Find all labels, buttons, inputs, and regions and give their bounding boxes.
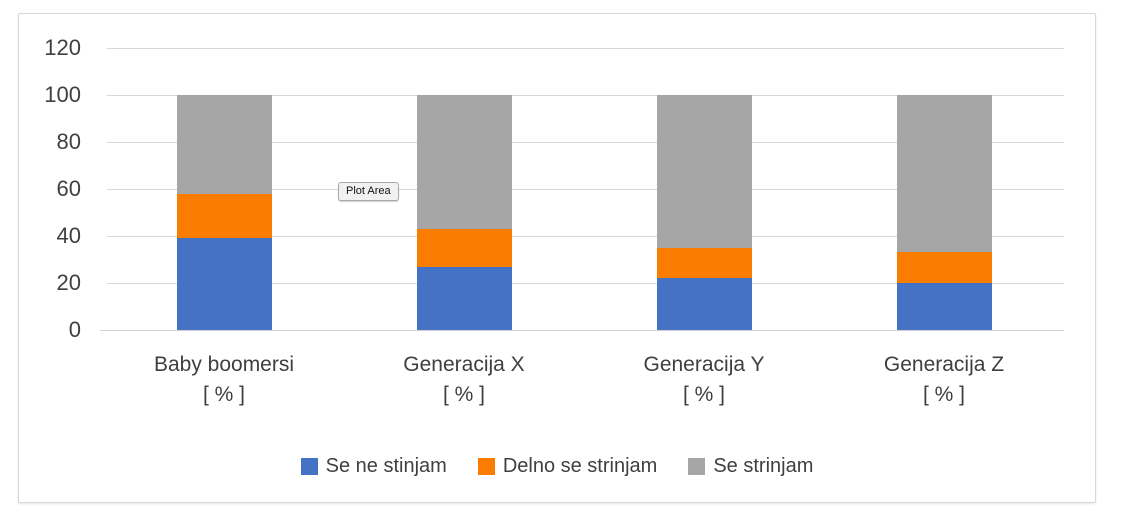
category-name: Baby boomersi xyxy=(153,353,295,376)
category-unit: [ % ] xyxy=(202,383,245,406)
bar-segment-series-3[interactable] xyxy=(416,95,512,229)
category-name: Generacija Z xyxy=(883,353,1005,376)
legend-label: Se ne stinjam xyxy=(325,454,447,477)
gridline-40 xyxy=(107,236,1064,237)
bar-segment-series-2[interactable] xyxy=(416,228,512,267)
bar-segment-series-1[interactable] xyxy=(416,266,512,330)
y-tick-label-20[interactable]: 20 xyxy=(56,270,81,295)
y-tick-label-100[interactable]: 100 xyxy=(44,82,81,107)
category-label-2[interactable]: Generacija X [ % ] xyxy=(344,350,584,410)
bar-segment-series-2[interactable] xyxy=(656,247,752,279)
category-name: Generacija X xyxy=(403,353,525,376)
bar-column-1[interactable] xyxy=(176,95,272,330)
legend-swatch-icon xyxy=(477,457,495,475)
plot-area-tooltip: Plot Area xyxy=(338,182,399,201)
category-label-3[interactable]: Generacija Y [ % ] xyxy=(584,350,824,410)
category-unit: [ % ] xyxy=(442,383,485,406)
plot-area[interactable] xyxy=(100,48,1064,331)
bar-segment-series-3[interactable] xyxy=(896,95,992,253)
y-tick-label-0[interactable]: 0 xyxy=(68,317,81,342)
bar-segment-series-3[interactable] xyxy=(656,95,752,248)
gridline-0 xyxy=(100,330,1064,331)
legend-item-3[interactable]: Se strinjam xyxy=(688,455,813,478)
bar-segment-series-1[interactable] xyxy=(176,238,272,330)
legend-swatch-icon xyxy=(688,457,706,475)
y-tick-label-120[interactable]: 120 xyxy=(44,35,81,60)
legend: Se ne stinjam Delno se strinjam Se strinja… xyxy=(19,453,1095,479)
bar-segment-series-3[interactable] xyxy=(176,95,272,194)
bar-segment-series-1[interactable] xyxy=(896,283,992,330)
gridline-80 xyxy=(107,142,1064,143)
category-label-4[interactable]: Generacija Z [ % ] xyxy=(824,350,1064,410)
bar-column-3[interactable] xyxy=(656,95,752,330)
bar-segment-series-2[interactable] xyxy=(176,193,272,239)
chart-area[interactable]: 0 20 40 60 80 100 120 Se ne stinjam Delno se st… xyxy=(18,13,1096,503)
category-label-1[interactable]: Baby boomersi [ % ] xyxy=(104,350,344,410)
category-unit: [ % ] xyxy=(922,383,965,406)
y-tick-label-60[interactable]: 60 xyxy=(56,176,81,201)
bar-column-2[interactable] xyxy=(416,95,512,330)
legend-item-2[interactable]: Delno se strinjam xyxy=(477,454,658,478)
gridline-60 xyxy=(107,189,1064,190)
legend-swatch-icon xyxy=(300,457,318,475)
legend-label: Se strinjam xyxy=(713,454,814,477)
category-name: Generacija Y xyxy=(643,353,765,376)
gridline-120 xyxy=(107,48,1064,49)
bar-column-4[interactable] xyxy=(896,95,992,330)
bar-segment-series-1[interactable] xyxy=(656,278,752,330)
gridline-20 xyxy=(107,283,1064,284)
gridline-100 xyxy=(107,95,1064,96)
legend-item-1[interactable]: Se ne stinjam xyxy=(300,454,447,478)
y-tick-label-40[interactable]: 40 xyxy=(56,223,81,248)
y-tick-label-80[interactable]: 80 xyxy=(56,129,81,154)
legend-label: Delno se strinjam xyxy=(502,454,658,477)
category-unit: [ % ] xyxy=(682,383,725,406)
bar-segment-series-2[interactable] xyxy=(896,252,992,283)
